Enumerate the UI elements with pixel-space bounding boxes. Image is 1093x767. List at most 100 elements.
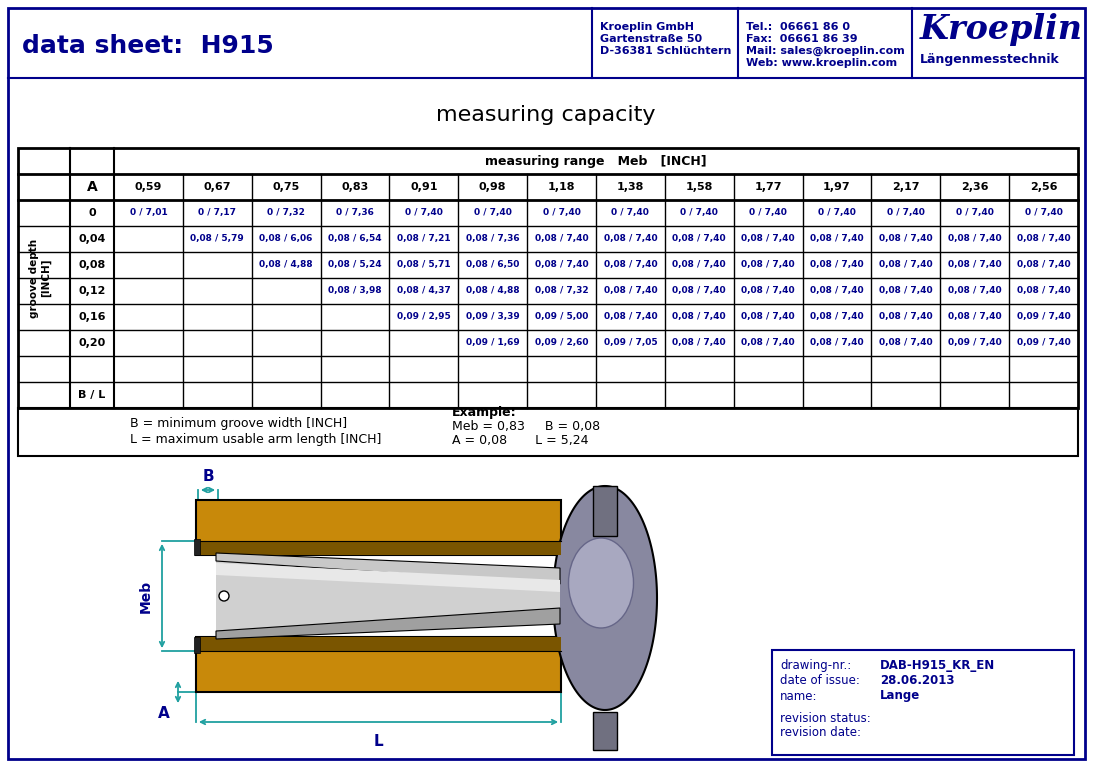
Text: 0,08 / 4,88: 0,08 / 4,88	[259, 261, 313, 269]
Text: 0,08: 0,08	[79, 260, 106, 270]
Bar	[593, 486, 618, 536]
Text: 0,08 / 7,40: 0,08 / 7,40	[603, 287, 657, 295]
Text: 0,20: 0,20	[79, 338, 106, 348]
Text: 0,08 / 5,24: 0,08 / 5,24	[328, 261, 381, 269]
Text: 0,09 / 5,00: 0,09 / 5,00	[534, 312, 588, 321]
Text: 0,04: 0,04	[79, 234, 106, 244]
Text: 0,08 / 7,40: 0,08 / 7,40	[603, 261, 657, 269]
Polygon shape	[216, 608, 560, 639]
Text: 0,08 / 6,50: 0,08 / 6,50	[466, 261, 519, 269]
Text: 1,38: 1,38	[616, 182, 644, 192]
Bar	[17, 408, 1078, 456]
Text: 0,08 / 7,40: 0,08 / 7,40	[948, 235, 1001, 243]
Text: 0,08 / 7,40: 0,08 / 7,40	[603, 312, 657, 321]
Text: L: L	[374, 734, 384, 749]
Text: 0,08 / 7,40: 0,08 / 7,40	[1016, 261, 1070, 269]
Text: 0,09 / 2,60: 0,09 / 2,60	[534, 338, 588, 347]
Text: 0,91: 0,91	[410, 182, 437, 192]
Text: B / L: B / L	[79, 390, 106, 400]
Text: 0,08 / 7,40: 0,08 / 7,40	[948, 312, 1001, 321]
Text: 0,08 / 7,40: 0,08 / 7,40	[810, 261, 863, 269]
Text: 0,08 / 7,40: 0,08 / 7,40	[741, 235, 795, 243]
Text: Gartenstraße 50: Gartenstraße 50	[600, 34, 702, 44]
Text: 0,08 / 7,40: 0,08 / 7,40	[672, 287, 726, 295]
Text: 0 / 7,32: 0 / 7,32	[267, 209, 305, 218]
Text: 0,08 / 7,40: 0,08 / 7,40	[741, 338, 795, 347]
Text: 0,08 / 7,40: 0,08 / 7,40	[672, 261, 726, 269]
Text: 0,09 / 1,69: 0,09 / 1,69	[466, 338, 519, 347]
Text: 0,09 / 7,40: 0,09 / 7,40	[1016, 312, 1070, 321]
Text: 0,08 / 7,40: 0,08 / 7,40	[672, 235, 726, 243]
Bar	[17, 148, 1078, 408]
Text: 0,08 / 7,40: 0,08 / 7,40	[1016, 287, 1070, 295]
Polygon shape	[216, 563, 560, 592]
Text: 0,08 / 7,32: 0,08 / 7,32	[534, 287, 588, 295]
Text: 0,08 / 7,40: 0,08 / 7,40	[810, 338, 863, 347]
Text: 1,77: 1,77	[754, 182, 781, 192]
Text: 0 / 7,01: 0 / 7,01	[130, 209, 167, 218]
Text: 0,75: 0,75	[272, 182, 299, 192]
Text: 0,08 / 7,40: 0,08 / 7,40	[810, 287, 863, 295]
Text: measuring capacity: measuring capacity	[436, 105, 656, 125]
Text: 0,59: 0,59	[134, 182, 162, 192]
Text: A: A	[158, 706, 169, 721]
Text: 0,08 / 5,71: 0,08 / 5,71	[397, 261, 450, 269]
Text: 0 / 7,40: 0 / 7,40	[886, 209, 925, 218]
Text: 0,83: 0,83	[341, 182, 368, 192]
Text: 0 / 7,17: 0 / 7,17	[198, 209, 236, 218]
Text: revision date:: revision date:	[780, 726, 861, 739]
Text: A: A	[86, 180, 97, 194]
Text: 0 / 7,40: 0 / 7,40	[818, 209, 856, 218]
Bar	[193, 637, 200, 653]
Text: groove depth
[INCH]: groove depth [INCH]	[30, 239, 51, 318]
Text: 1,97: 1,97	[823, 182, 850, 192]
Text: 0,08 / 7,40: 0,08 / 7,40	[810, 312, 863, 321]
Text: drawing-nr.:: drawing-nr.:	[780, 660, 851, 673]
Text: 0,08 / 7,40: 0,08 / 7,40	[948, 261, 1001, 269]
Text: Example:: Example:	[453, 406, 517, 419]
Bar	[193, 539, 200, 555]
Polygon shape	[216, 561, 560, 631]
Text: 0,08 / 7,40: 0,08 / 7,40	[672, 312, 726, 321]
Text: 0,08 / 7,40: 0,08 / 7,40	[879, 338, 932, 347]
Text: 0,08 / 6,54: 0,08 / 6,54	[328, 235, 381, 243]
Text: Meb = 0,83     B = 0,08: Meb = 0,83 B = 0,08	[453, 420, 600, 433]
Text: 0 / 7,40: 0 / 7,40	[955, 209, 994, 218]
Text: 0,08 / 7,40: 0,08 / 7,40	[741, 312, 795, 321]
Bar	[196, 637, 561, 692]
Text: Web: www.kroeplin.com: Web: www.kroeplin.com	[747, 58, 897, 68]
Circle shape	[219, 591, 230, 601]
Text: 0,08 / 7,40: 0,08 / 7,40	[672, 338, 726, 347]
Text: 0: 0	[89, 208, 96, 218]
Text: Mail: sales@kroeplin.com: Mail: sales@kroeplin.com	[747, 46, 905, 56]
Text: name:: name:	[780, 690, 818, 703]
Text: DAB-H915_KR_EN: DAB-H915_KR_EN	[880, 660, 996, 673]
Text: 0,08 / 7,40: 0,08 / 7,40	[879, 312, 932, 321]
Text: 0 / 7,40: 0 / 7,40	[542, 209, 580, 218]
Text: 0,09 / 3,39: 0,09 / 3,39	[466, 312, 519, 321]
Text: 0 / 7,40: 0 / 7,40	[404, 209, 443, 218]
Text: B: B	[202, 469, 214, 484]
Text: 2,56: 2,56	[1030, 182, 1057, 192]
Text: 0,67: 0,67	[203, 182, 231, 192]
Text: 0,08 / 4,37: 0,08 / 4,37	[397, 287, 450, 295]
Text: 0,08 / 7,36: 0,08 / 7,36	[466, 235, 519, 243]
Text: 0,12: 0,12	[79, 286, 106, 296]
Text: 2,17: 2,17	[892, 182, 919, 192]
Text: Lange: Lange	[880, 690, 920, 703]
Text: 0,08 / 7,40: 0,08 / 7,40	[741, 287, 795, 295]
Ellipse shape	[568, 538, 634, 628]
Text: 1,58: 1,58	[685, 182, 713, 192]
Text: 28.06.2013: 28.06.2013	[880, 674, 954, 687]
Text: date of issue:: date of issue:	[780, 674, 860, 687]
Text: Tel.:  06661 86 0: Tel.: 06661 86 0	[747, 22, 850, 32]
Text: 0,09 / 7,05: 0,09 / 7,05	[603, 338, 657, 347]
Text: 0,08 / 5,79: 0,08 / 5,79	[190, 235, 244, 243]
Text: 0 / 7,40: 0 / 7,40	[473, 209, 512, 218]
Text: Kroeplin GmbH: Kroeplin GmbH	[600, 22, 694, 32]
Text: 0 / 7,40: 0 / 7,40	[749, 209, 787, 218]
Text: Kroeplin: Kroeplin	[920, 14, 1083, 47]
Text: 0,08 / 7,21: 0,08 / 7,21	[397, 235, 450, 243]
Text: revision status:: revision status:	[780, 712, 871, 725]
Text: D-36381 Schlüchtern: D-36381 Schlüchtern	[600, 46, 731, 56]
